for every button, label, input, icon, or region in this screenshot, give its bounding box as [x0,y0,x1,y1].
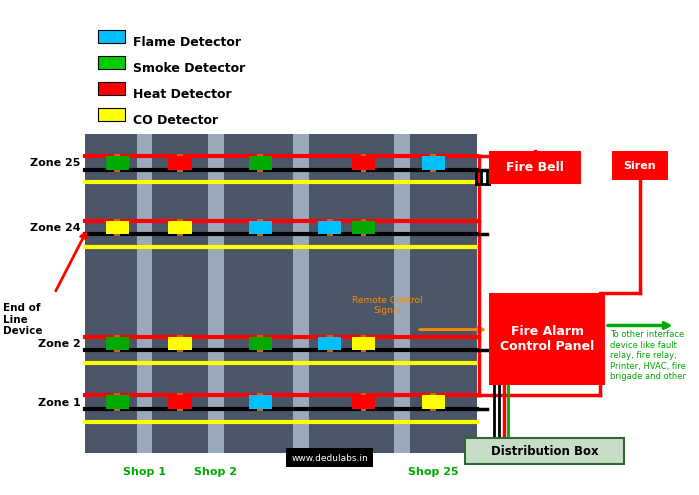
Bar [115,219,120,237]
Bar [168,337,192,350]
Bar [85,134,477,453]
Text: Fire Alarm
Control Panel: Fire Alarm Control Panel [500,325,594,353]
Text: Distribution Box: Distribution Box [491,445,598,458]
Bar [106,337,129,350]
Bar [352,337,375,350]
Bar [168,221,192,235]
Bar [430,154,436,172]
Bar [115,154,120,172]
Text: End of
Line
Device: End of Line Device [3,303,43,336]
Bar [249,337,272,350]
Bar [327,219,333,237]
Bar [361,154,366,172]
Text: Fire Bell: Fire Bell [506,161,564,174]
Text: Zone 24: Zone 24 [30,223,80,233]
Bar [318,337,341,350]
Bar [249,221,272,235]
Bar [489,151,581,184]
Text: Zone 1: Zone 1 [38,397,80,407]
Bar [168,396,192,409]
Bar [106,396,129,409]
Bar [177,335,183,352]
Bar [106,221,129,235]
Bar [115,335,120,352]
Bar [257,335,263,352]
Bar [421,156,445,170]
Text: www.dedulabs.in: www.dedulabs.in [291,454,368,463]
Text: To other interface
device like fault
relay, fire relay,
Printer, HVAC, fire
brig: To other interface device like fault rel… [610,330,686,381]
Bar [257,393,263,411]
Bar [98,82,125,96]
Bar [421,396,445,409]
Bar [293,134,308,453]
Bar [98,30,125,43]
Bar [612,151,668,180]
Bar [352,221,375,235]
Text: Heat Detector: Heat Detector [133,88,231,100]
Text: Flame Detector: Flame Detector [133,36,240,49]
Text: Shop 1: Shop 1 [123,467,166,477]
Bar [208,134,224,453]
Text: Siren: Siren [624,161,656,171]
Text: Zone 25: Zone 25 [30,158,80,168]
Text: Smoke Detector: Smoke Detector [133,61,245,75]
Bar [352,396,375,409]
Bar [168,156,192,170]
Text: Shop 2: Shop 2 [194,467,237,477]
Bar [98,56,125,69]
Text: Remote Control
Signal: Remote Control Signal [352,296,423,315]
Bar [177,393,183,411]
Bar [465,438,624,464]
Bar [249,396,272,409]
Bar [115,393,120,411]
Bar [177,219,183,237]
Bar [287,448,373,467]
Bar [177,154,183,172]
Bar [361,219,366,237]
Bar [361,335,366,352]
Bar [394,134,410,453]
Bar [430,393,436,411]
Text: Shop 25: Shop 25 [408,467,459,477]
Text: Zone 2: Zone 2 [38,339,80,348]
Bar [257,154,263,172]
Bar [249,156,272,170]
Bar [98,108,125,121]
Bar [327,335,333,352]
Bar [318,221,341,235]
Bar [257,219,263,237]
Bar [352,156,375,170]
Bar [106,156,129,170]
Text: CO Detector: CO Detector [133,114,218,127]
Bar [489,294,605,385]
Bar [136,134,152,453]
Bar [361,393,366,411]
